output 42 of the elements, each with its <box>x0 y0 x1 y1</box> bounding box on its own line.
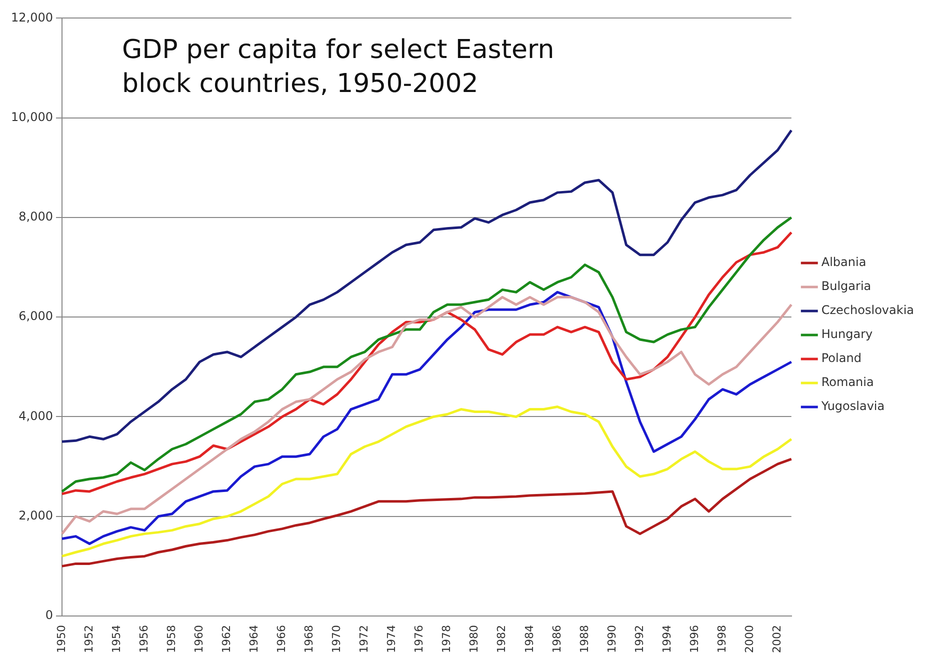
x-tick-label: 1986 <box>550 625 564 654</box>
x-tick-label: 1950 <box>54 625 68 654</box>
y-tick-label: 0 <box>45 608 53 622</box>
x-tick-label: 1952 <box>82 625 96 654</box>
x-tick-label: 1996 <box>688 625 701 654</box>
legend-label: Czechoslovakia <box>821 303 914 318</box>
x-tick-label: 1968 <box>302 625 316 654</box>
x-tick-label: 2000 <box>742 625 756 654</box>
x-tick-label: 1970 <box>330 625 344 654</box>
legend-label: Bulgaria <box>821 279 872 294</box>
y-tick-label: 6,000 <box>18 309 53 324</box>
x-tick-label: 1992 <box>632 625 646 654</box>
x-tick-label: 1978 <box>440 625 454 654</box>
x-tick-label: 1960 <box>192 625 206 654</box>
legend-label: Yugoslavia <box>820 399 885 414</box>
x-tick-label: 1990 <box>605 625 618 654</box>
x-tick-label: 1956 <box>137 625 150 654</box>
x-tick-label: 1976 <box>412 625 426 654</box>
y-tick-label: 2,000 <box>18 508 53 522</box>
x-tick-label: 1982 <box>495 625 508 654</box>
legend-label: Romania <box>821 375 874 390</box>
x-tick-label: 2002 <box>770 625 784 654</box>
x-tick-label: 1988 <box>578 625 591 654</box>
legend-label: Hungary <box>821 327 873 342</box>
x-tick-label: 1974 <box>385 625 398 654</box>
y-tick-label: 8,000 <box>18 210 53 224</box>
x-tick-label: 1964 <box>248 625 261 654</box>
x-tick-label: 1984 <box>522 625 536 654</box>
legend-label: Poland <box>821 351 862 366</box>
y-tick-label: 10,000 <box>10 110 53 124</box>
x-tick-label: 1966 <box>275 625 288 654</box>
x-tick-label: 1962 <box>220 625 233 654</box>
y-tick-label: 12,000 <box>10 10 53 24</box>
x-tick-label: 1980 <box>468 625 481 654</box>
x-tick-label: 1958 <box>164 625 178 654</box>
legend-label: Albania <box>821 255 866 270</box>
x-tick-label: 1954 <box>110 625 123 654</box>
text: GDP per capita for select Eastern block countries, 1950-2002 <box>122 34 554 99</box>
y-tick-label: 4,000 <box>18 408 53 423</box>
x-tick-label: 1994 <box>660 625 674 654</box>
x-tick-label: 1998 <box>715 625 728 654</box>
x-tick-label: 1972 <box>358 625 371 654</box>
